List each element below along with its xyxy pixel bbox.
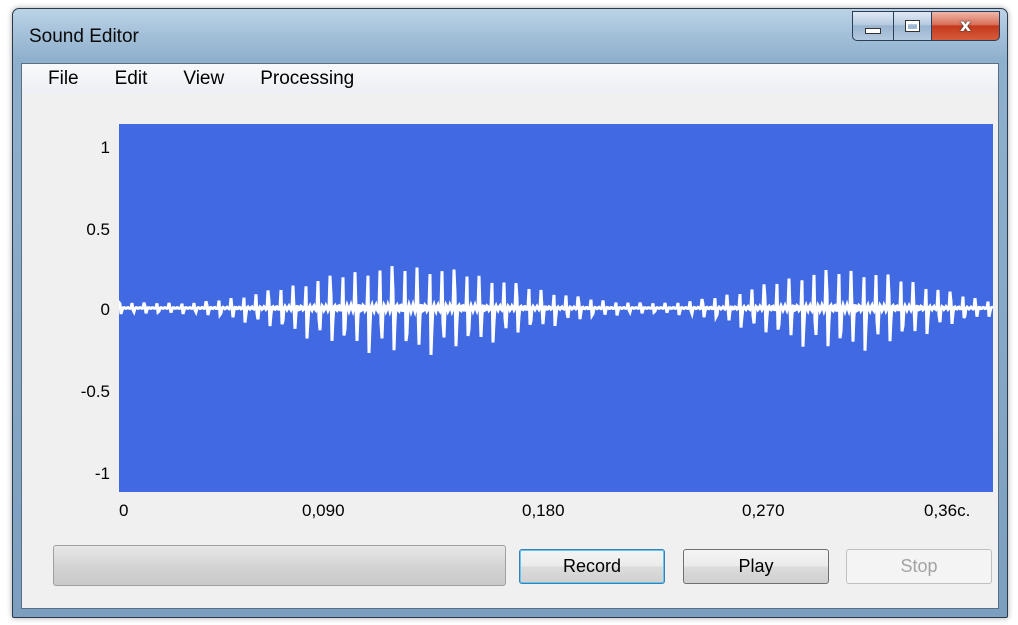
progress-bar bbox=[53, 545, 506, 586]
waveform-graph bbox=[117, 266, 994, 355]
x-tick-0-270: 0,270 bbox=[742, 501, 785, 520]
maximize-button[interactable] bbox=[894, 11, 932, 41]
y-tick-0: 0 bbox=[100, 300, 110, 319]
minimize-icon bbox=[865, 28, 881, 34]
title-bar[interactable]: Sound Editor x bbox=[13, 9, 1007, 63]
minimize-button[interactable] bbox=[852, 11, 894, 41]
y-tick-0-5: 0.5 bbox=[86, 220, 110, 239]
waveform-plot[interactable] bbox=[117, 124, 994, 492]
sound-editor-window: Sound Editor x File Edit View Processing… bbox=[12, 8, 1008, 618]
x-tick-0-36: 0,36c. bbox=[924, 501, 971, 520]
play-button[interactable]: Play bbox=[683, 549, 829, 584]
maximize-icon bbox=[906, 21, 919, 31]
x-tick-0-090: 0,090 bbox=[302, 501, 345, 520]
client-area: File Edit View Processing 1 0.5 0 -0.5 -… bbox=[21, 63, 999, 609]
menu-processing[interactable]: Processing bbox=[260, 68, 355, 89]
record-button[interactable]: Record bbox=[519, 549, 665, 584]
stop-button[interactable]: Stop bbox=[846, 549, 992, 584]
x-tick-0-180: 0,180 bbox=[522, 501, 565, 520]
y-tick-neg-1: -1 bbox=[94, 464, 110, 483]
window-title: Sound Editor bbox=[29, 26, 139, 47]
menu-view[interactable]: View bbox=[183, 68, 225, 89]
menu-edit[interactable]: Edit bbox=[114, 68, 148, 89]
waveform-line bbox=[117, 266, 994, 355]
close-button[interactable]: x bbox=[932, 11, 1000, 41]
menu-bar: File Edit View Processing bbox=[22, 64, 998, 94]
x-tick-0: 0 bbox=[119, 501, 129, 520]
y-tick-1: 1 bbox=[100, 138, 110, 157]
caption-buttons: x bbox=[852, 11, 1000, 41]
y-tick-neg-0-5: -0.5 bbox=[80, 382, 110, 401]
menu-file[interactable]: File bbox=[48, 68, 79, 89]
close-icon: x bbox=[960, 16, 971, 36]
